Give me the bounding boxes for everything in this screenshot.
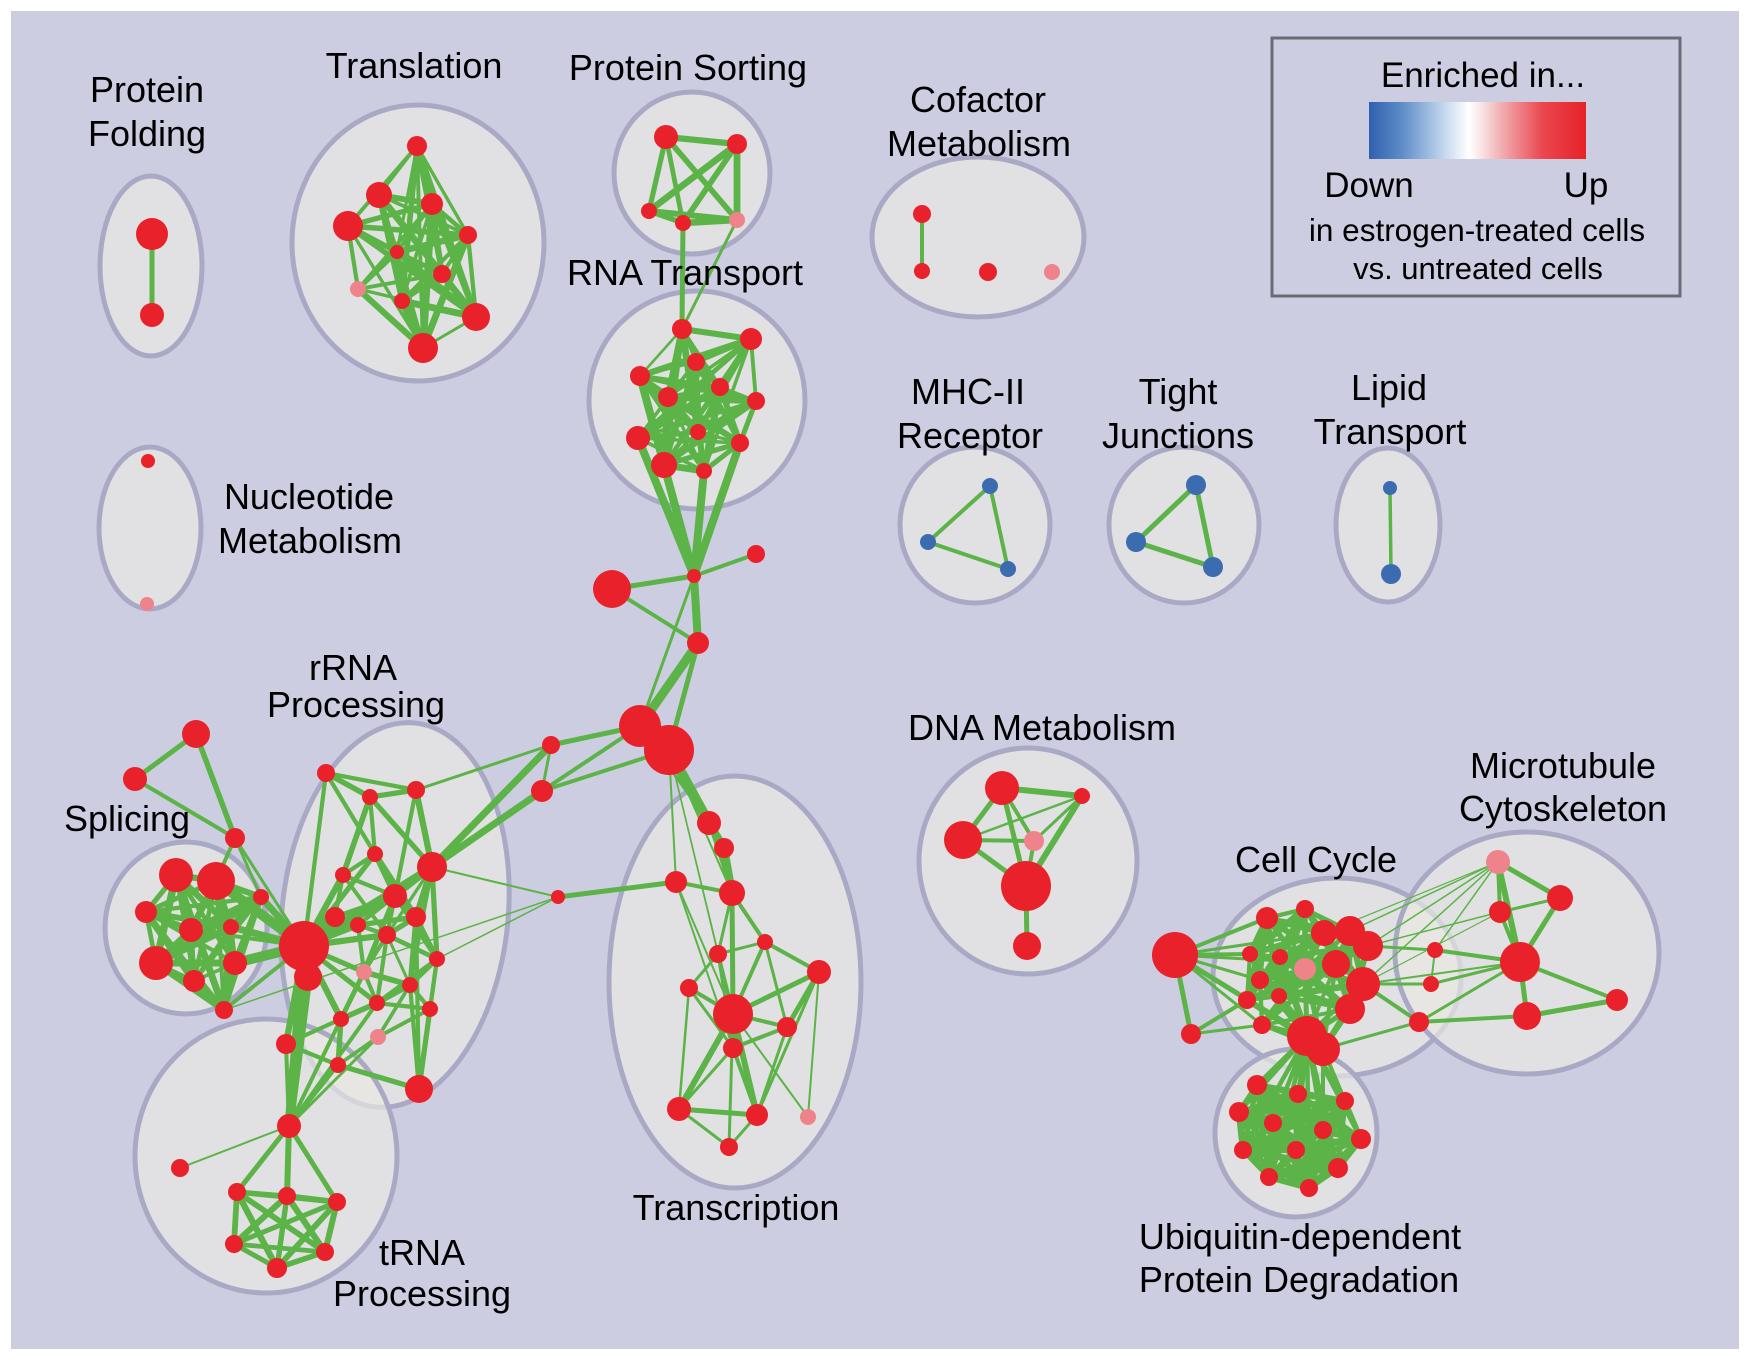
svg-text:Microtubule: Microtubule — [1470, 745, 1656, 786]
svg-text:RNA Transport: RNA Transport — [567, 252, 803, 293]
svg-text:Metabolism: Metabolism — [218, 520, 402, 561]
svg-text:Cell Cycle: Cell Cycle — [1235, 839, 1397, 880]
svg-text:Ubiquitin-dependent: Ubiquitin-dependent — [1139, 1216, 1461, 1257]
svg-text:Protein Degradation: Protein Degradation — [1139, 1259, 1459, 1300]
svg-text:Cofactor: Cofactor — [910, 79, 1046, 120]
svg-text:Translation: Translation — [326, 45, 503, 86]
svg-text:Nucleotide: Nucleotide — [224, 476, 394, 517]
svg-text:in estrogen-treated cells: in estrogen-treated cells — [1309, 212, 1645, 248]
svg-text:tRNA: tRNA — [379, 1232, 465, 1273]
svg-text:vs. untreated cells: vs. untreated cells — [1353, 251, 1603, 286]
svg-text:Protein Sorting: Protein Sorting — [569, 47, 807, 88]
svg-text:Protein: Protein — [90, 69, 204, 110]
svg-text:Up: Up — [1564, 166, 1609, 205]
svg-text:Folding: Folding — [88, 113, 206, 154]
svg-text:Junctions: Junctions — [1102, 415, 1254, 456]
svg-text:Metabolism: Metabolism — [887, 123, 1071, 164]
svg-text:Processing: Processing — [333, 1273, 511, 1314]
svg-text:Enriched in...: Enriched in... — [1381, 56, 1585, 95]
svg-text:Cytoskeleton: Cytoskeleton — [1459, 788, 1667, 829]
svg-text:Splicing: Splicing — [64, 798, 190, 839]
svg-text:MHC-II: MHC-II — [911, 371, 1025, 412]
svg-text:Transport: Transport — [1314, 411, 1467, 452]
svg-text:Down: Down — [1324, 166, 1413, 205]
svg-text:Transcription: Transcription — [633, 1187, 840, 1228]
svg-text:rRNA: rRNA — [309, 647, 397, 688]
svg-text:Lipid: Lipid — [1351, 367, 1427, 408]
svg-text:Processing: Processing — [267, 684, 445, 725]
svg-text:Receptor: Receptor — [897, 415, 1043, 456]
svg-text:DNA Metabolism: DNA Metabolism — [908, 707, 1176, 748]
svg-text:Tight: Tight — [1139, 371, 1218, 412]
